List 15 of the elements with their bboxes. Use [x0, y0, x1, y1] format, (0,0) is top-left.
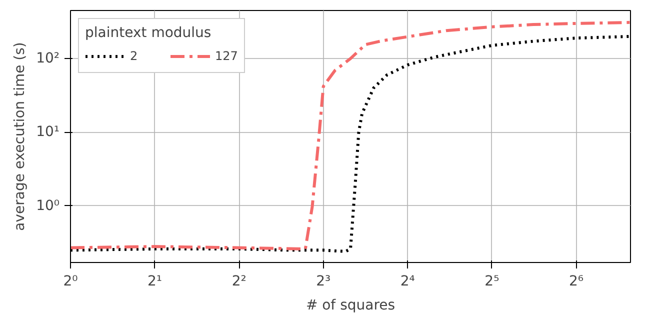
- y-tick-label: 10¹: [36, 124, 60, 140]
- legend-label: 127: [215, 49, 238, 63]
- legend-label: 2: [130, 49, 139, 63]
- x-tick-label: 2³: [316, 274, 331, 290]
- x-tick-label: 2⁶: [568, 274, 584, 290]
- x-tick-label: 2⁴: [400, 274, 416, 290]
- y-tick-label: 10⁰: [36, 198, 60, 214]
- x-axis-title: # of squares: [306, 298, 396, 314]
- y-axis-title: average execution time (s): [12, 42, 28, 231]
- x-tick-label: 2⁵: [484, 274, 500, 290]
- y-tick-label: 10²: [36, 50, 60, 67]
- legend-title: plaintext modulus: [85, 25, 212, 41]
- x-tick-label: 2⁰: [63, 274, 78, 290]
- x-tick-label: 2²: [232, 274, 246, 290]
- x-tick-label: 2¹: [148, 274, 162, 290]
